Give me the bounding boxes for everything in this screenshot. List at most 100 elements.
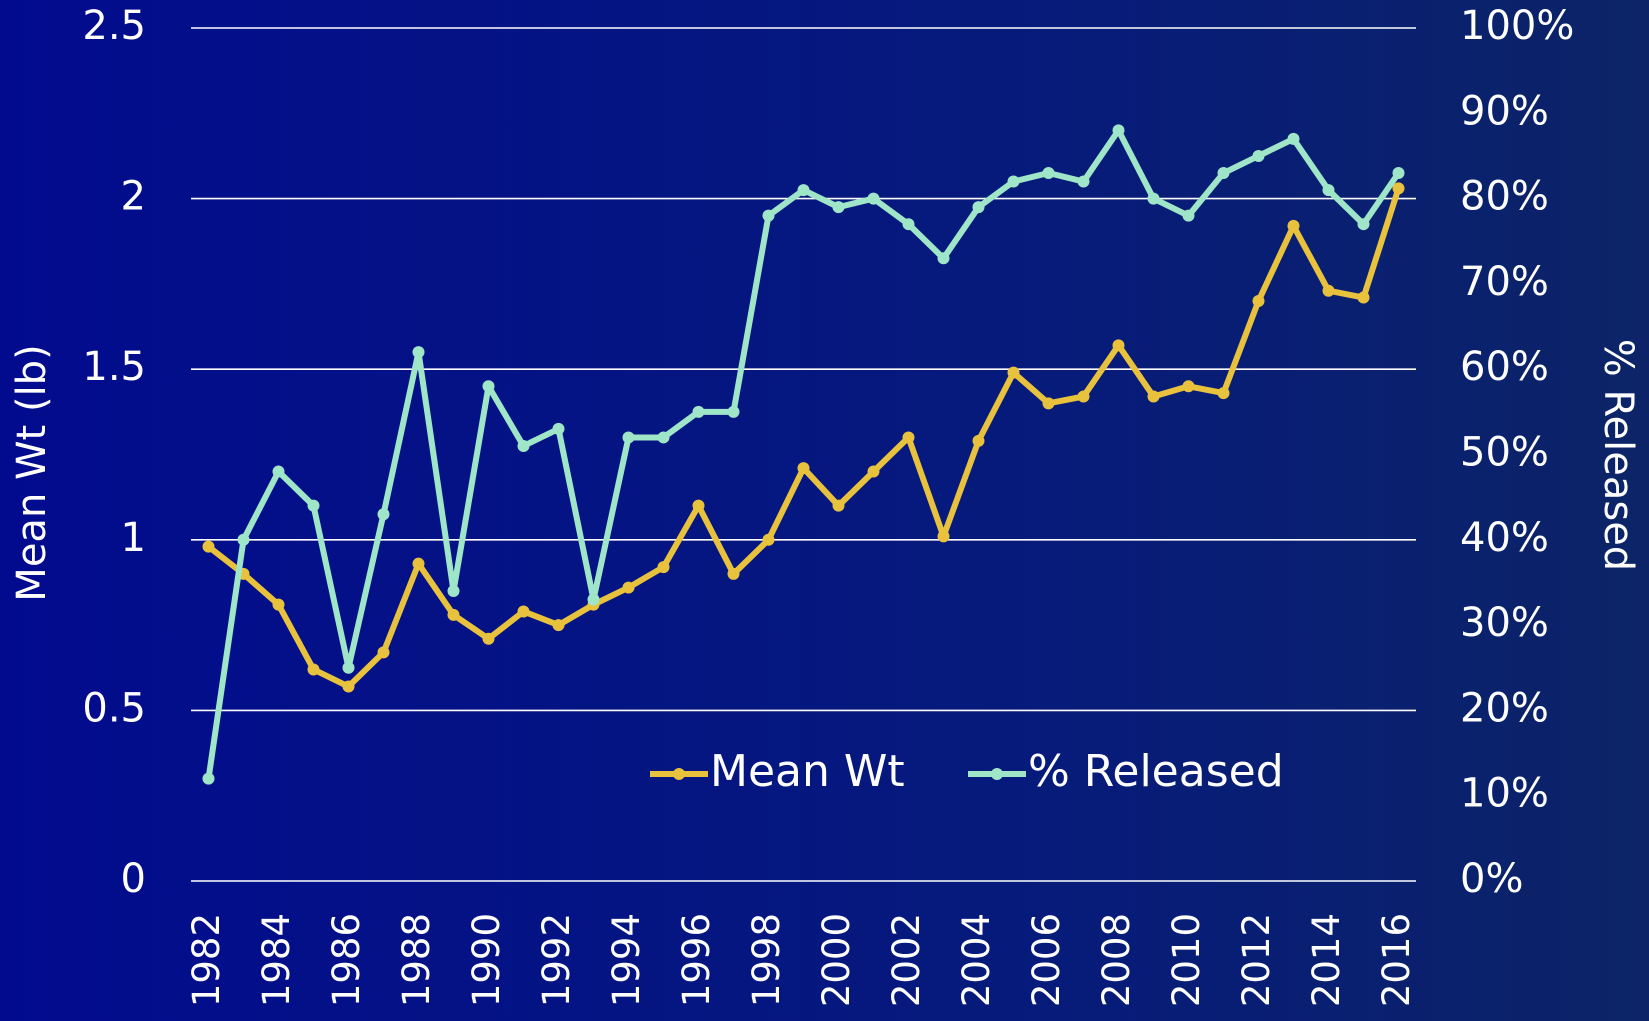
point <box>342 661 355 674</box>
series-line <box>205 127 1401 780</box>
point <box>867 465 880 478</box>
point <box>482 380 495 393</box>
point <box>832 201 845 214</box>
x-tick-label: 2010 <box>1165 913 1208 1007</box>
point <box>1322 184 1335 197</box>
point <box>517 605 530 618</box>
x-tick-label: 1990 <box>465 913 508 1007</box>
point <box>202 540 215 553</box>
y2-tick-label: 90% <box>1460 88 1549 134</box>
point <box>1287 132 1300 145</box>
point <box>447 608 460 621</box>
point <box>1042 397 1055 410</box>
x-tick-label: 1994 <box>605 913 648 1007</box>
series-line <box>206 187 1402 690</box>
x-tick-label: 1992 <box>535 913 578 1007</box>
x-tick-label: 1996 <box>675 913 718 1007</box>
point <box>1042 167 1055 180</box>
point <box>307 499 320 512</box>
y2-tick-label: 20% <box>1460 685 1549 731</box>
point <box>202 772 215 785</box>
y2-tick-label: 10% <box>1460 771 1549 817</box>
point <box>1252 294 1265 307</box>
y2-tick-label: 0% <box>1460 856 1523 902</box>
point <box>1357 218 1370 231</box>
x-tick-label: 1986 <box>325 913 368 1007</box>
y2-tick-label: 70% <box>1460 259 1549 305</box>
y2-tick-label: 80% <box>1460 174 1549 220</box>
legend-label: Mean Wt <box>710 746 905 797</box>
x-tick-label: 1988 <box>395 913 438 1007</box>
point <box>937 252 950 265</box>
x-tick-label: 2016 <box>1375 913 1418 1007</box>
point <box>1147 390 1160 403</box>
point <box>517 439 530 452</box>
point <box>342 680 355 693</box>
point <box>272 598 285 611</box>
point <box>762 533 775 546</box>
y-tick-label: 1 <box>121 515 146 561</box>
point <box>972 201 985 214</box>
point <box>552 422 565 435</box>
point <box>377 508 390 521</box>
point <box>867 192 880 205</box>
point <box>1182 209 1195 222</box>
point <box>832 499 845 512</box>
point <box>1322 284 1335 297</box>
x-tick-label: 2012 <box>1235 913 1278 1007</box>
x-tick-label: 2002 <box>885 913 928 1007</box>
y-tick-label: 0.5 <box>82 685 146 731</box>
y2-tick-label: 50% <box>1460 430 1549 476</box>
point <box>727 567 740 580</box>
point <box>622 431 635 444</box>
point <box>1392 182 1405 195</box>
point <box>692 405 705 418</box>
x-tick-label: 2006 <box>1025 913 1068 1007</box>
x-tick-label: 2000 <box>815 913 858 1007</box>
y2-axis-title: % Released <box>1595 339 1641 571</box>
point <box>657 431 670 444</box>
point <box>482 632 495 645</box>
y2-tick-label: 30% <box>1460 600 1549 646</box>
x-tick-label: 2004 <box>955 913 998 1007</box>
y2-tick-label: 40% <box>1460 515 1549 561</box>
point <box>307 663 320 676</box>
point <box>1147 192 1160 205</box>
point <box>1077 175 1090 188</box>
point <box>1357 291 1370 304</box>
point <box>1217 387 1230 400</box>
point <box>1217 167 1230 180</box>
point <box>412 346 425 359</box>
point <box>1112 124 1125 137</box>
legend-swatch-dot <box>991 768 1003 780</box>
point <box>412 557 425 570</box>
x-tick-label: 1998 <box>745 913 788 1007</box>
point <box>272 465 285 478</box>
point <box>902 431 915 444</box>
y-tick-label: 0 <box>121 856 146 902</box>
point <box>937 530 950 543</box>
y-tick-label: 2 <box>121 174 146 220</box>
point <box>1182 380 1195 393</box>
y2-tick-label: 100% <box>1460 3 1574 49</box>
point <box>1392 167 1405 180</box>
y-tick-label: 2.5 <box>82 3 146 49</box>
point <box>797 184 810 197</box>
point <box>1077 390 1090 403</box>
x-tick-label: 2014 <box>1305 913 1348 1007</box>
point <box>237 533 250 546</box>
point <box>1112 339 1125 352</box>
point <box>1007 175 1020 188</box>
point <box>972 434 985 447</box>
x-tick-label: 1982 <box>185 913 228 1007</box>
point <box>622 581 635 594</box>
point <box>902 218 915 231</box>
y-tick-label: 1.5 <box>82 344 146 390</box>
point <box>587 593 600 606</box>
point <box>762 209 775 222</box>
legend-swatch-dot <box>673 768 685 780</box>
x-tick-label: 1984 <box>255 913 298 1007</box>
point <box>1287 219 1300 232</box>
